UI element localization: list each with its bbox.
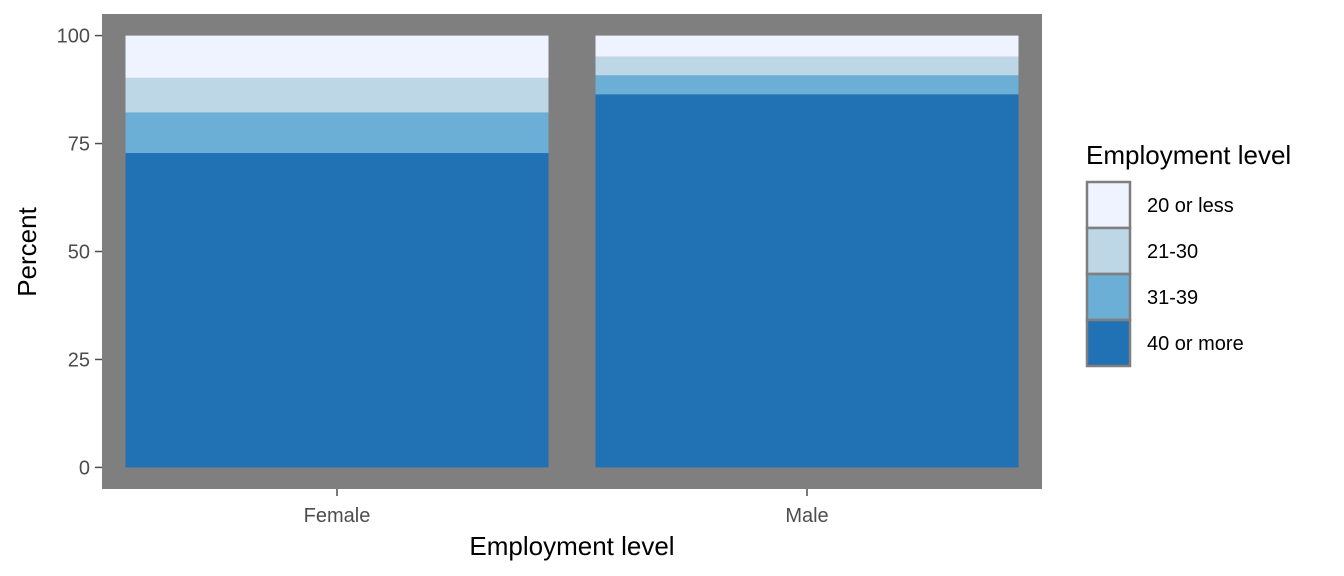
bar-segment-female-20-or-less bbox=[125, 35, 549, 78]
legend: Employment level 20 or less 21-30 31-39 40 … bbox=[1085, 140, 1291, 368]
y-tick-label: 25 bbox=[68, 349, 90, 371]
x-tick-label: Female bbox=[304, 505, 371, 527]
y-axis-title: Percent bbox=[12, 206, 42, 296]
legend-label: 20 or less bbox=[1147, 195, 1234, 217]
bars-layer bbox=[125, 35, 1019, 468]
y-tick-label: 75 bbox=[68, 134, 90, 156]
y-tick-label: 100 bbox=[57, 26, 90, 48]
bar-segment-male-31-39 bbox=[595, 75, 1019, 95]
y-tick-label: 50 bbox=[68, 242, 90, 264]
bar-segment-male-20-or-less bbox=[595, 35, 1019, 57]
legend-label: 21-30 bbox=[1147, 241, 1198, 263]
bar-segment-female-21-30 bbox=[125, 77, 549, 113]
legend-label: 31-39 bbox=[1147, 287, 1198, 309]
x-axis: Female Male bbox=[304, 489, 829, 527]
legend-swatch-40-or-more bbox=[1085, 318, 1132, 368]
legend-swatch-20-or-less bbox=[1085, 180, 1132, 230]
legend-swatch-21-30 bbox=[1085, 226, 1132, 276]
bar-segment-male-40-or-more bbox=[595, 94, 1019, 468]
legend-title: Employment level bbox=[1086, 140, 1291, 170]
bar-segment-male-21-30 bbox=[595, 56, 1019, 76]
x-axis-title: Employment level bbox=[469, 531, 674, 561]
bar-segment-female-40-or-more bbox=[125, 153, 549, 468]
legend-swatch-31-39 bbox=[1085, 272, 1132, 322]
y-axis: 0 25 50 75 100 bbox=[57, 26, 102, 479]
x-tick-label: Male bbox=[785, 505, 828, 527]
bar-segment-female-31-39 bbox=[125, 112, 549, 154]
y-tick-label: 0 bbox=[79, 457, 90, 479]
legend-label: 40 or more bbox=[1147, 333, 1244, 355]
